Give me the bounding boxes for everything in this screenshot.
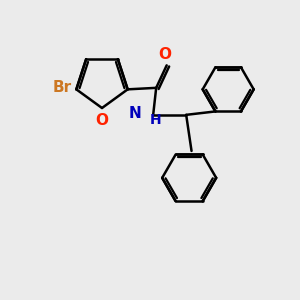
Text: H: H bbox=[150, 113, 161, 127]
Text: N: N bbox=[129, 106, 142, 121]
Text: O: O bbox=[95, 113, 109, 128]
Text: O: O bbox=[159, 47, 172, 62]
Text: Br: Br bbox=[53, 80, 72, 95]
